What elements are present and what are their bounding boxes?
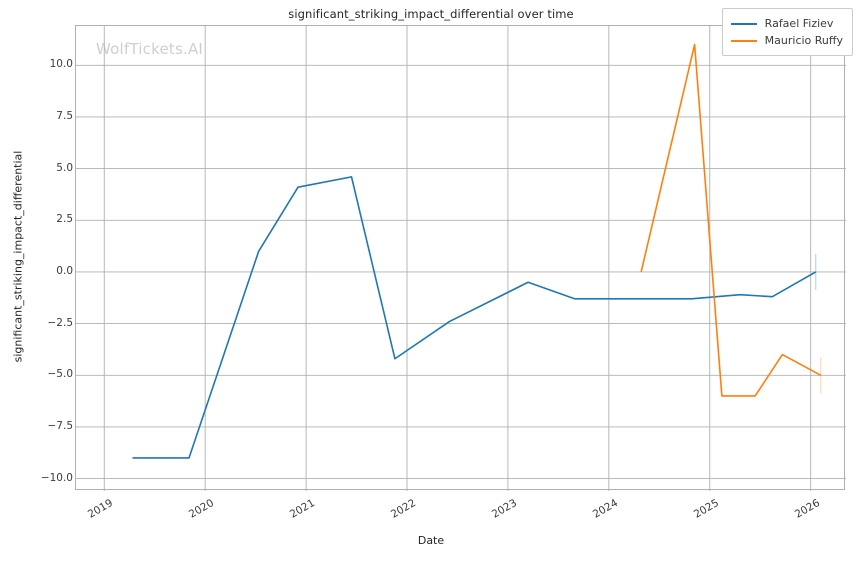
y-tick-label: 7.5 xyxy=(56,109,73,122)
y-tick-label: −10.0 xyxy=(40,471,73,484)
watermark-layer: WolfTickets.AI xyxy=(76,26,844,489)
x-tick-label: 2024 xyxy=(590,497,620,521)
y-axis-label: significant_striking_impact_differential xyxy=(11,150,25,363)
y-tick-label: 0.0 xyxy=(56,264,73,277)
series-lines xyxy=(132,43,822,459)
x-tick-label: 2026 xyxy=(792,497,822,521)
y-tick-label: −5.0 xyxy=(47,368,74,381)
x-tick-label: 2022 xyxy=(388,497,418,521)
legend-swatch-mauricio-ruffy xyxy=(730,39,757,42)
chart-title: significant_striking_impact_differential… xyxy=(288,7,574,21)
legend-label-rafael-fiziev: Rafael Fiziev xyxy=(764,17,834,30)
x-tick-label: 2023 xyxy=(489,497,519,521)
x-tick-label: 2021 xyxy=(287,497,318,521)
legend-item-mauricio-ruffy[interactable]: Mauricio Ruffy xyxy=(730,32,843,49)
grid-layer xyxy=(76,26,846,491)
x-axis-label: Date xyxy=(417,534,445,547)
legend-item-rafael-fiziev[interactable]: Rafael Fiziev xyxy=(730,15,843,32)
watermark-text: WolfTickets.AI xyxy=(96,40,204,58)
x-tick-label: 2020 xyxy=(187,497,217,521)
x-tick-label: 2019 xyxy=(86,497,116,521)
y-tick-label: 10.0 xyxy=(49,58,73,71)
x-tick-label: 2025 xyxy=(691,497,721,521)
legend-swatch-rafael-fiziev xyxy=(730,22,757,25)
plot-area: WolfTickets.AI xyxy=(75,25,846,491)
y-tick-label: −2.5 xyxy=(47,316,74,329)
grid-lines xyxy=(76,26,846,491)
y-tick-label: 2.5 xyxy=(56,213,73,226)
y-tick-label: −7.5 xyxy=(47,419,74,432)
chart-legend: Rafael Fiziev Mauricio Ruffy xyxy=(721,8,853,56)
legend-label-mauricio-ruffy: Mauricio Ruffy xyxy=(764,34,843,47)
series-layer xyxy=(76,26,844,489)
y-tick-label: 5.0 xyxy=(56,161,73,174)
